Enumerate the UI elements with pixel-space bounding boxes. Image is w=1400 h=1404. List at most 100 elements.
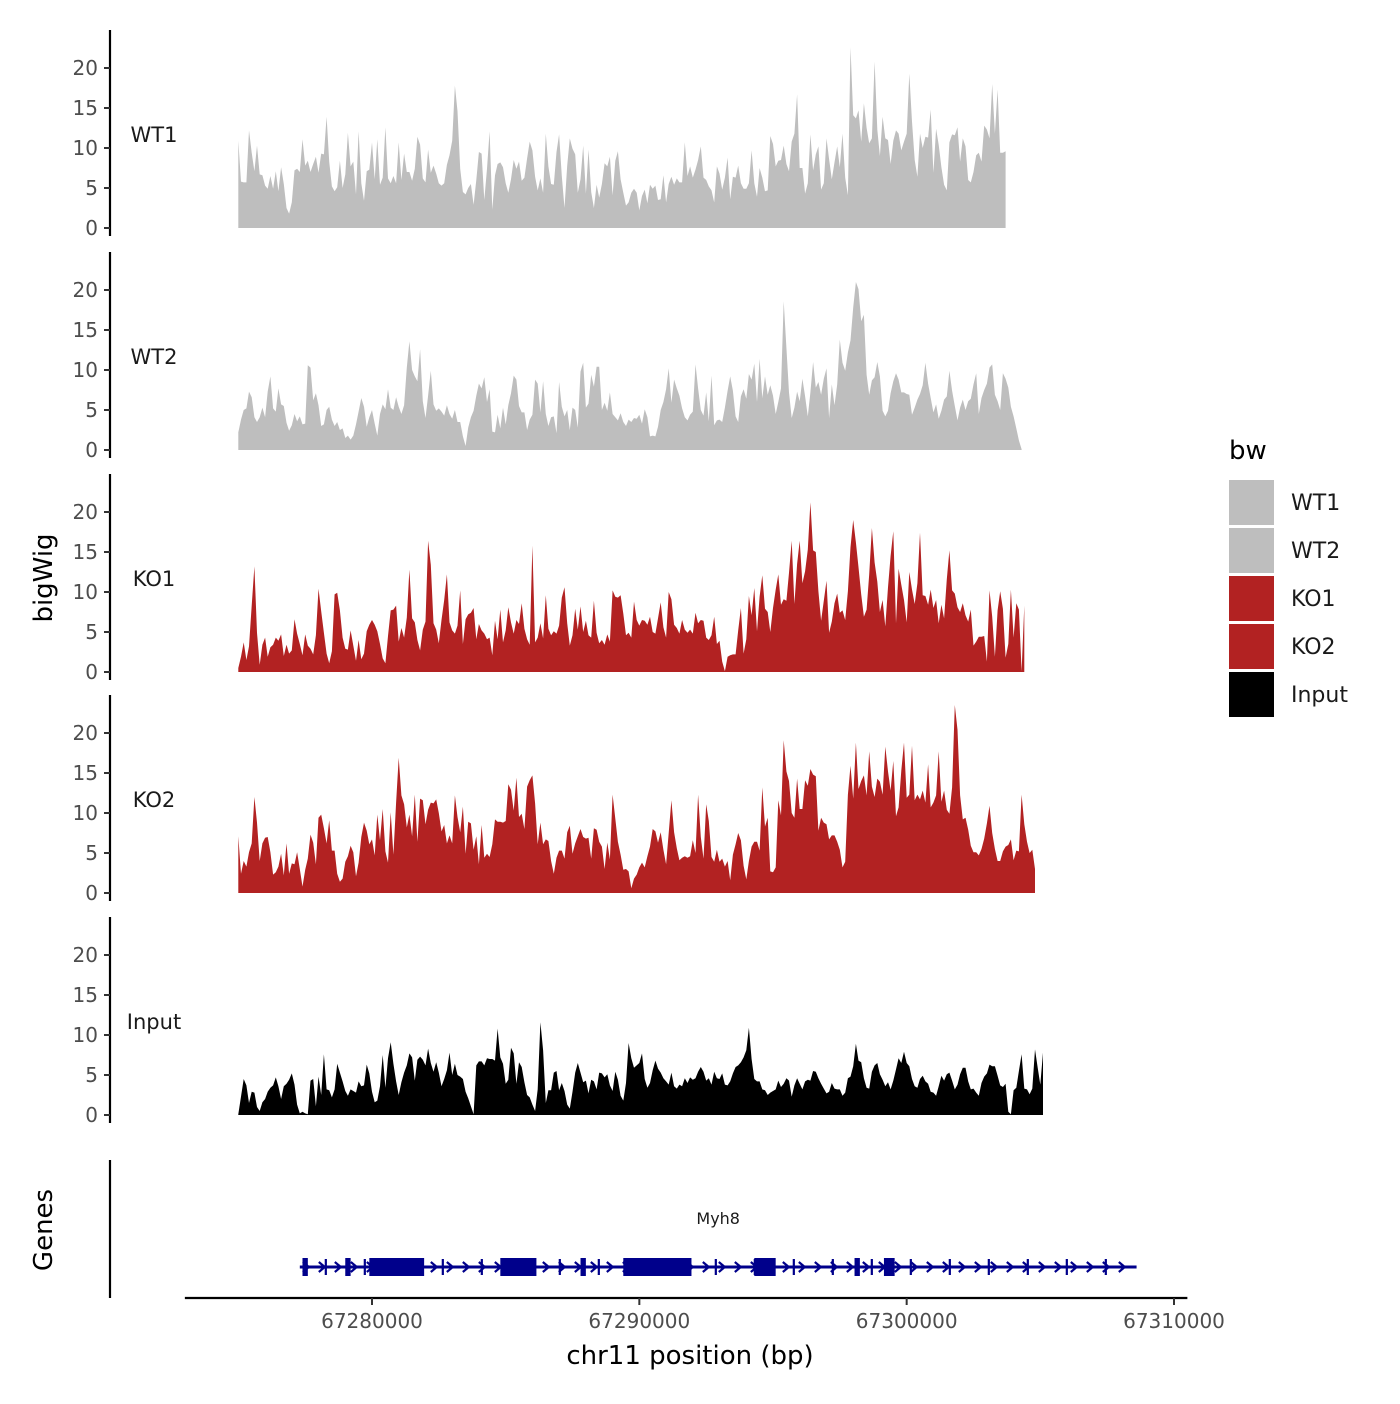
x-tick-label: 67280000 [321,1309,423,1333]
exon [369,1258,425,1276]
x-axis: 67280000 67290000 67300000 67310000 [184,1296,1225,1333]
strand-arrow [974,1261,983,1273]
y-tick-label: 10 [73,801,98,825]
signal-area-wt2 [238,282,1022,450]
exon [580,1258,586,1276]
strand-arrow [430,1261,439,1273]
strand-arrow [910,1261,919,1273]
strand-arrow [718,1261,727,1273]
legend-label: KO2 [1291,635,1336,660]
exon [345,1258,351,1276]
y-tick-label: 5 [85,1063,98,1087]
y-tick-label: 0 [85,1103,98,1127]
y-tick-label: 20 [73,500,98,524]
strand-arrow [446,1261,455,1273]
strand-arrow [894,1261,903,1273]
track-wt2: 0 5 10 15 20 WT2 [73,252,1022,462]
y-tick-label: 10 [73,1023,98,1047]
strand-arrow [606,1261,615,1273]
x-axis-title: chr11 position (bp) [566,1341,813,1371]
strand-arrow [1086,1261,1095,1273]
y-tick-label: 15 [73,761,98,785]
strand-arrow [1006,1261,1015,1273]
y-tick-label: 5 [85,841,98,865]
y-tick-label: 5 [85,176,98,200]
x-tick-label: 67310000 [1123,1309,1225,1333]
y-tick-label: 10 [73,358,98,382]
legend-label: WT1 [1291,491,1340,516]
genes-axis-title: Genes [29,1189,59,1271]
legend-swatch [1229,528,1274,573]
track-ko1: 0 5 10 15 20 KO1 [73,474,1025,684]
legend-swatch [1229,624,1274,669]
strand-arrow [1070,1261,1079,1273]
track-label: Input [127,1010,181,1034]
y-tick-label: 15 [73,540,98,564]
y-tick-label: 15 [73,318,98,342]
strand-arrow [846,1261,855,1273]
signal-area-wt1 [238,47,1006,229]
strand-arrow [814,1261,823,1273]
y-tick-label: 15 [73,983,98,1007]
strand-arrow [462,1261,471,1273]
exon [854,1258,860,1276]
signal-area-ko1 [238,502,1025,672]
track-label: WT2 [131,345,178,369]
exon [500,1258,537,1276]
legend: bw WT1 WT2 KO1 KO2 Input [1229,436,1348,717]
strand-arrow [782,1261,791,1273]
track-label: KO1 [133,567,176,591]
legend-swatch [1229,480,1274,525]
track-ko2: 0 5 10 15 20 KO2 [73,695,1036,905]
track-label: KO2 [133,788,176,812]
strand-arrow [334,1261,343,1273]
y-tick-label: 10 [73,136,98,160]
strand-arrow [958,1261,967,1273]
strand-arrow [798,1261,807,1273]
y-tick-label: 20 [73,943,98,967]
legend-swatch [1229,576,1274,621]
y-tick-label: 10 [73,580,98,604]
exon [754,1258,776,1276]
strand-arrow [542,1261,551,1273]
track-label: WT1 [131,123,178,147]
strand-arrow [350,1261,359,1273]
y-tick-label: 20 [73,721,98,745]
strand-arrow [926,1261,935,1273]
signal-tracks: 0 5 10 15 20 WT1 0 5 10 15 20 WT2 0 5 10 15 20 KO1 0 5 10 15 2… [73,30,1044,1127]
strand-arrow [702,1261,711,1273]
y-tick-label: 0 [85,438,98,462]
y-tick-label: 0 [85,881,98,905]
exon [883,1258,895,1276]
y-tick-label: 20 [73,278,98,302]
signal-area-input [238,1022,1044,1115]
legend-title: bw [1229,436,1267,466]
strand-arrow [734,1261,743,1273]
strand-arrow [1118,1261,1127,1273]
legend-label: WT2 [1291,539,1340,564]
strand-arrow [1054,1261,1063,1273]
y-axis-title: bigWig [29,533,59,622]
y-tick-label: 5 [85,620,98,644]
x-tick-label: 67300000 [856,1309,958,1333]
strand-arrow [590,1261,599,1273]
y-tick-label: 20 [73,56,98,80]
y-tick-label: 15 [73,96,98,120]
legend-label: KO1 [1291,587,1336,612]
exon [623,1258,692,1276]
legend-swatch [1229,672,1274,717]
gene-name-label: Myh8 [696,1209,740,1228]
strand-arrow [1038,1261,1047,1273]
y-tick-label: 0 [85,216,98,240]
gene-panel: Myh8 [108,1160,1137,1298]
x-tick-label: 67290000 [588,1309,690,1333]
strand-arrow [862,1261,871,1273]
signal-area-ko2 [238,705,1036,893]
strand-arrow [990,1261,999,1273]
y-tick-label: 0 [85,660,98,684]
track-wt1: 0 5 10 15 20 WT1 [73,30,1006,240]
exon [302,1258,308,1276]
track-input: 0 5 10 15 20 Input [73,917,1044,1127]
